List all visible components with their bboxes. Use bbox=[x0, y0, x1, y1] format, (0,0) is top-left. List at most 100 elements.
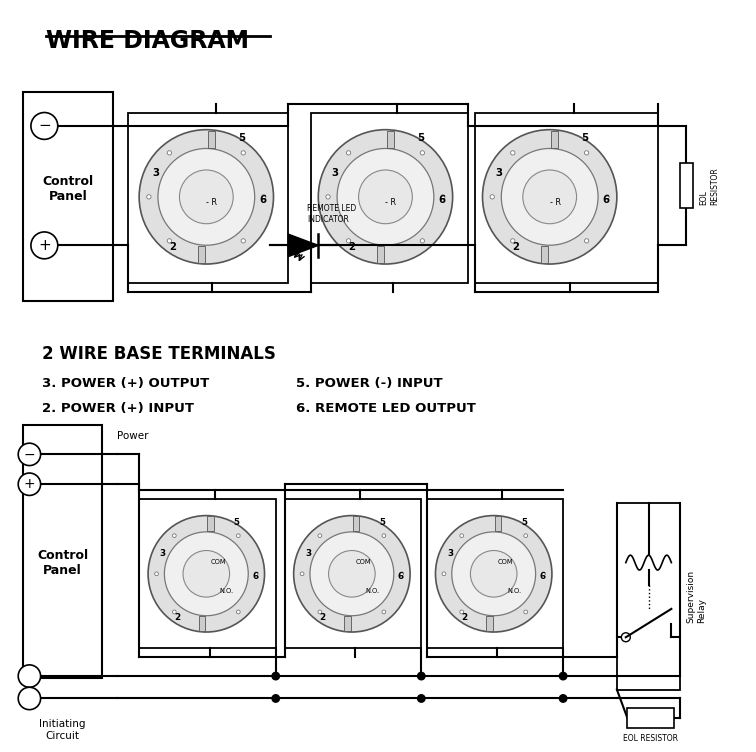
Circle shape bbox=[164, 532, 248, 616]
Text: 6. REMOTE LED OUTPUT: 6. REMOTE LED OUTPUT bbox=[296, 402, 476, 414]
Circle shape bbox=[18, 665, 41, 687]
Circle shape bbox=[510, 150, 515, 155]
Circle shape bbox=[272, 695, 280, 702]
Text: EOL
RESISTOR: EOL RESISTOR bbox=[700, 167, 719, 205]
Text: Control
Panel: Control Panel bbox=[42, 175, 94, 203]
Text: +: + bbox=[38, 238, 51, 253]
Text: 3. POWER (+) OUTPUT: 3. POWER (+) OUTPUT bbox=[42, 377, 209, 390]
Bar bbox=[541, 246, 548, 263]
Circle shape bbox=[400, 572, 404, 576]
Bar bbox=[139, 499, 276, 648]
Text: 5: 5 bbox=[237, 133, 245, 143]
Text: −: − bbox=[38, 119, 51, 133]
Circle shape bbox=[442, 572, 446, 576]
Circle shape bbox=[183, 550, 230, 597]
Polygon shape bbox=[289, 234, 318, 256]
Circle shape bbox=[31, 113, 57, 139]
Bar bbox=[208, 131, 215, 148]
Circle shape bbox=[300, 572, 304, 576]
Text: 2. POWER (+) INPUT: 2. POWER (+) INPUT bbox=[42, 402, 194, 414]
Circle shape bbox=[172, 534, 176, 538]
Circle shape bbox=[605, 195, 609, 199]
Text: 6: 6 bbox=[398, 572, 404, 581]
Circle shape bbox=[293, 516, 410, 632]
Bar bbox=[128, 114, 289, 283]
Circle shape bbox=[318, 610, 322, 614]
Circle shape bbox=[329, 550, 375, 597]
Bar bbox=[199, 616, 205, 631]
Circle shape bbox=[318, 129, 453, 264]
Circle shape bbox=[337, 148, 434, 245]
Text: Supervision
Relay: Supervision Relay bbox=[686, 569, 705, 623]
Text: 5: 5 bbox=[234, 518, 240, 527]
Circle shape bbox=[326, 195, 330, 199]
Circle shape bbox=[482, 129, 617, 264]
Circle shape bbox=[490, 195, 494, 199]
Text: −: − bbox=[23, 447, 36, 462]
Circle shape bbox=[158, 148, 255, 245]
Circle shape bbox=[179, 170, 233, 224]
Text: 3: 3 bbox=[496, 168, 503, 178]
Circle shape bbox=[346, 238, 351, 243]
Circle shape bbox=[237, 534, 240, 538]
Bar bbox=[627, 708, 674, 728]
Text: EOL RESISTOR: EOL RESISTOR bbox=[623, 734, 678, 743]
Text: 6: 6 bbox=[438, 196, 445, 205]
Text: 5: 5 bbox=[581, 133, 588, 143]
Bar bbox=[23, 92, 113, 302]
Circle shape bbox=[155, 572, 159, 576]
Circle shape bbox=[559, 672, 567, 680]
Circle shape bbox=[584, 238, 589, 243]
Bar bbox=[344, 616, 351, 631]
Circle shape bbox=[18, 473, 41, 496]
Circle shape bbox=[147, 195, 151, 199]
Text: +: + bbox=[23, 478, 36, 491]
Circle shape bbox=[382, 534, 386, 538]
Text: 3: 3 bbox=[332, 168, 339, 178]
Text: COM: COM bbox=[497, 559, 513, 566]
Text: 2: 2 bbox=[349, 242, 355, 252]
Text: 5: 5 bbox=[380, 518, 385, 527]
Bar bbox=[376, 246, 384, 263]
Circle shape bbox=[420, 150, 425, 155]
Bar bbox=[551, 131, 559, 148]
Circle shape bbox=[417, 695, 425, 702]
Circle shape bbox=[621, 632, 631, 641]
Circle shape bbox=[346, 150, 351, 155]
Text: 3: 3 bbox=[160, 549, 166, 558]
Text: 2: 2 bbox=[461, 613, 468, 622]
Circle shape bbox=[460, 610, 463, 614]
Bar bbox=[207, 517, 214, 532]
Text: 5: 5 bbox=[521, 518, 527, 527]
Bar bbox=[387, 131, 394, 148]
Text: COM: COM bbox=[356, 559, 371, 566]
Circle shape bbox=[441, 195, 445, 199]
Circle shape bbox=[31, 232, 57, 259]
Text: REMOTE LED
INDICATOR: REMOTE LED INDICATOR bbox=[307, 205, 356, 223]
Bar bbox=[285, 499, 421, 648]
Circle shape bbox=[172, 610, 176, 614]
Text: N.O.: N.O. bbox=[507, 588, 521, 594]
Text: 2: 2 bbox=[174, 613, 180, 622]
Text: Control
Panel: Control Panel bbox=[37, 549, 88, 577]
Text: 5: 5 bbox=[417, 133, 424, 143]
Text: 6: 6 bbox=[259, 196, 266, 205]
Text: - R: - R bbox=[550, 198, 560, 207]
Text: - R: - R bbox=[386, 198, 396, 207]
Circle shape bbox=[523, 170, 577, 224]
Text: 2: 2 bbox=[169, 242, 176, 252]
Circle shape bbox=[241, 150, 246, 155]
Circle shape bbox=[417, 672, 425, 680]
Circle shape bbox=[148, 516, 265, 632]
Text: 5. POWER (-) INPUT: 5. POWER (-) INPUT bbox=[296, 377, 442, 390]
Circle shape bbox=[382, 610, 386, 614]
Circle shape bbox=[254, 572, 258, 576]
Circle shape bbox=[510, 238, 515, 243]
Text: 3: 3 bbox=[153, 168, 160, 178]
Text: N.O.: N.O. bbox=[365, 588, 380, 594]
Circle shape bbox=[18, 443, 41, 465]
Circle shape bbox=[167, 238, 172, 243]
Circle shape bbox=[501, 148, 598, 245]
Circle shape bbox=[18, 687, 41, 710]
Circle shape bbox=[420, 238, 425, 243]
